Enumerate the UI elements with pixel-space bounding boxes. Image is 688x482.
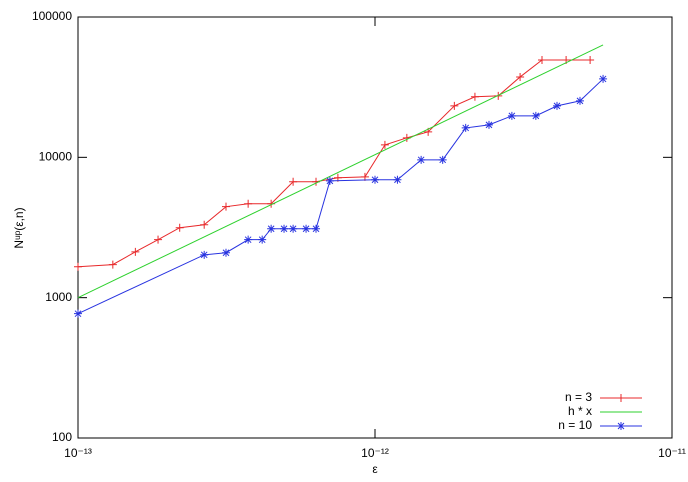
point: [200, 250, 209, 259]
point: [380, 140, 389, 149]
point: [131, 247, 140, 256]
point: [371, 175, 379, 184]
point: [108, 260, 117, 269]
point: [507, 111, 516, 120]
point: [74, 309, 82, 318]
x-axis-label: ε: [372, 462, 378, 476]
point: [438, 155, 447, 164]
y-tick-label: 100000: [32, 9, 72, 23]
point: [221, 202, 230, 211]
point: [450, 101, 459, 110]
point: [538, 55, 547, 64]
point: [280, 224, 289, 233]
point: [302, 224, 311, 233]
point: [575, 96, 584, 105]
point: [221, 248, 230, 257]
y-tick-label: 1000: [45, 290, 72, 304]
point: [154, 235, 163, 244]
series-line: [77, 78, 604, 315]
point: [244, 235, 253, 244]
point: [552, 101, 561, 110]
legend-label: n = 3: [565, 390, 592, 404]
x-tick-label: 10⁻¹³: [64, 446, 92, 460]
point: [289, 177, 298, 186]
point: [258, 235, 267, 244]
y-axis-label: Nᵘᵖ(ε,n): [12, 207, 26, 248]
point: [325, 176, 334, 185]
point: [289, 224, 298, 233]
point: [470, 92, 479, 101]
point: [312, 224, 321, 233]
x-tick-label: 10⁻¹²: [361, 446, 389, 460]
legend-label: n = 10: [558, 418, 592, 432]
series-line: [77, 44, 604, 299]
point: [175, 223, 184, 232]
point: [417, 155, 426, 164]
point: [586, 55, 595, 64]
y-tick-label: 10000: [39, 150, 73, 164]
legend-marker: [617, 394, 625, 402]
series-line: [77, 59, 591, 268]
x-tick-label: 10⁻¹¹: [658, 446, 686, 460]
point: [484, 120, 493, 129]
point: [74, 262, 82, 271]
point: [461, 123, 470, 132]
point: [244, 199, 253, 208]
point: [531, 111, 540, 120]
y-tick-label: 100: [52, 430, 72, 444]
point: [393, 175, 402, 184]
legend-marker: [617, 422, 625, 430]
point: [200, 220, 209, 229]
point: [599, 74, 608, 83]
legend-label: h * x: [568, 404, 592, 418]
point: [516, 72, 525, 81]
plot-frame: [77, 16, 673, 439]
point: [267, 224, 276, 233]
